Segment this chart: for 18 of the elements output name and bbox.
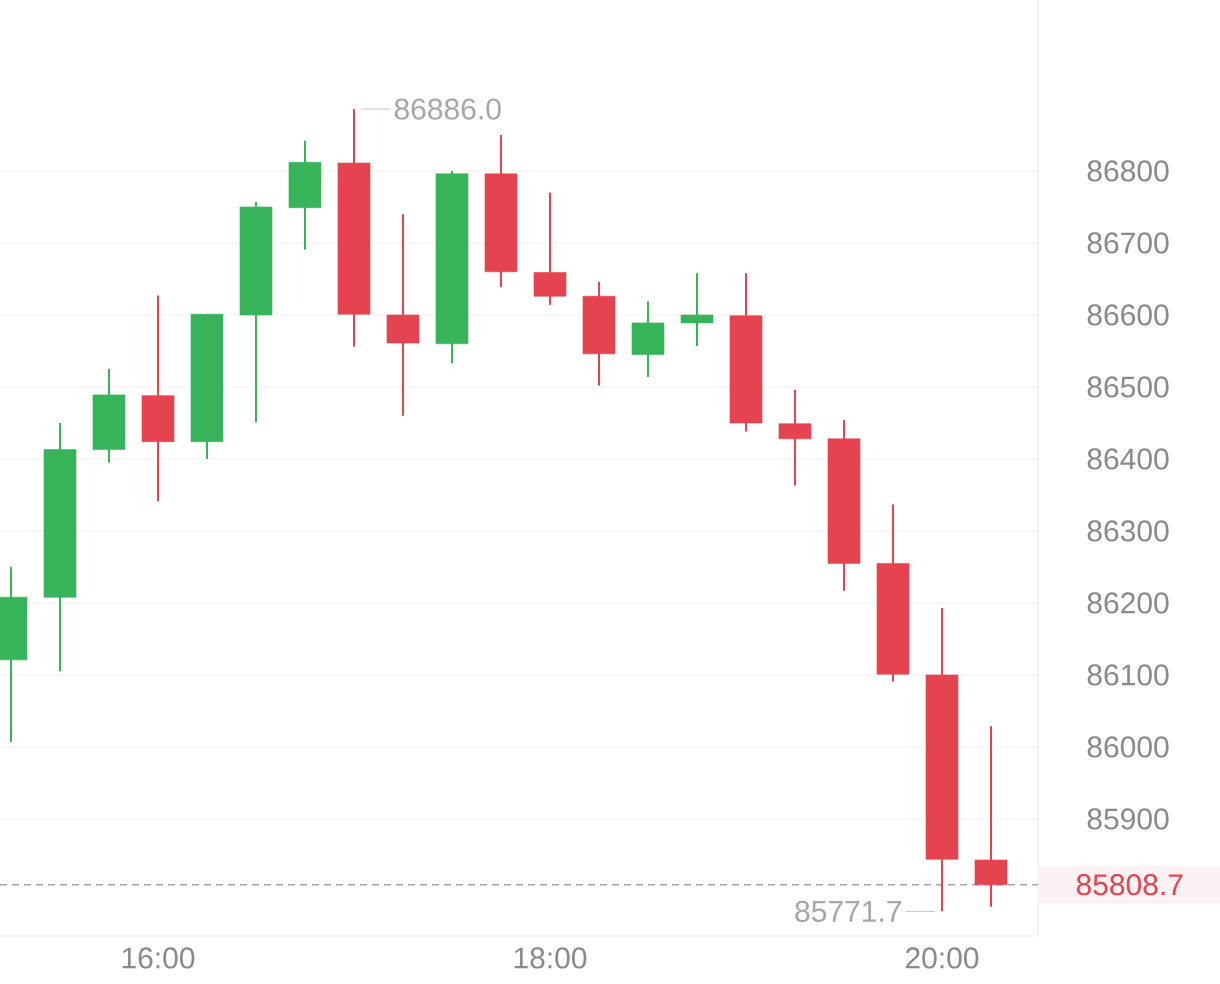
y-tick-label: 85900 — [1087, 808, 1169, 830]
y-tick-label: 86200 — [1087, 592, 1169, 614]
ref-line-label: 85808.7 — [1076, 874, 1183, 896]
annotation: 85771.7 — [795, 900, 901, 922]
y-tick-label: 86100 — [1087, 664, 1169, 686]
candlestick — [680, 272, 714, 347]
candlestick — [778, 388, 812, 487]
y-tick-label: 86800 — [1087, 160, 1169, 182]
annotation: 86886.0 — [394, 98, 501, 120]
y-tick-label: 86500 — [1087, 376, 1169, 398]
y-tick-label: 86400 — [1087, 448, 1169, 470]
x-tick-label: 18:00 — [514, 947, 587, 969]
y-tick-label: 86300 — [1087, 520, 1169, 542]
y-tick-label: 86600 — [1087, 304, 1169, 326]
x-tick-label: 20:00 — [905, 947, 979, 969]
x-tick-label: 16:00 — [122, 947, 195, 969]
y-tick-label: 86000 — [1087, 736, 1169, 758]
y-tick-label: 86700 — [1087, 232, 1169, 254]
